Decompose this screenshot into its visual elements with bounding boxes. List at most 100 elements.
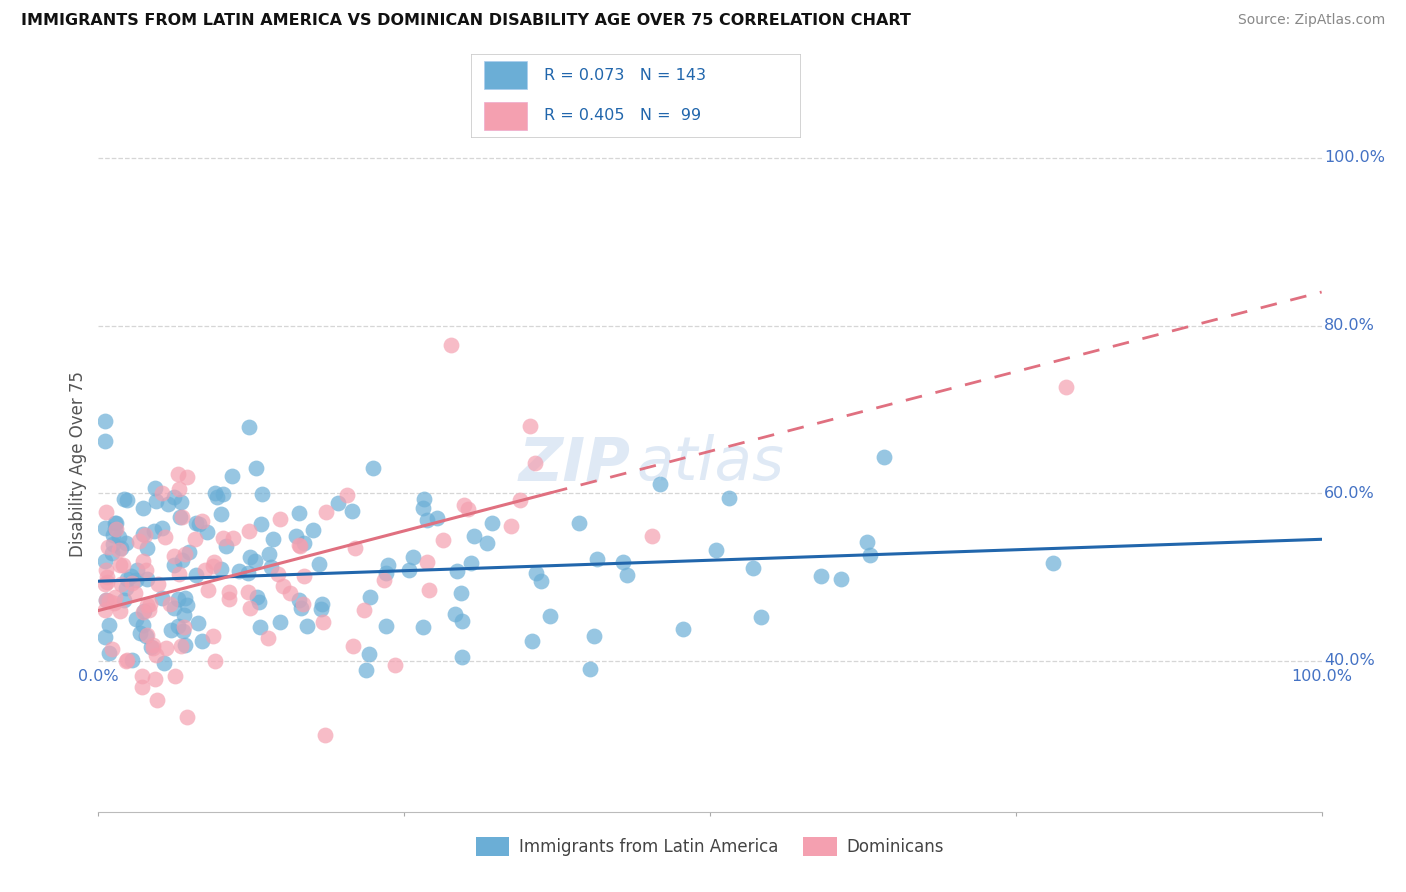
Point [114, 654, 136, 668]
Point [315, 505, 337, 519]
Point [153, 530, 176, 544]
Point [132, 605, 155, 619]
Point [174, 547, 197, 561]
Point [353, 603, 375, 617]
Point [162, 549, 184, 563]
Point [290, 601, 312, 615]
Point [243, 554, 266, 568]
Point [132, 527, 155, 541]
Point [97, 646, 120, 660]
Point [93, 413, 115, 427]
Point [93, 577, 115, 591]
Point [195, 525, 218, 540]
Point [412, 619, 434, 633]
Text: Source: ZipAtlas.com: Source: ZipAtlas.com [1237, 13, 1385, 28]
Point [167, 618, 190, 632]
Point [311, 597, 333, 611]
Point [451, 614, 474, 628]
Point [215, 539, 238, 553]
Point [170, 553, 193, 567]
Point [115, 572, 138, 586]
Point [135, 563, 157, 577]
Point [342, 504, 364, 518]
Point [453, 498, 475, 512]
Point [111, 558, 134, 572]
Point [155, 641, 177, 656]
Point [271, 579, 294, 593]
Point [278, 586, 301, 600]
Point [127, 562, 149, 576]
Point [288, 506, 311, 520]
Point [222, 531, 245, 545]
Point [354, 663, 377, 677]
Point [859, 548, 882, 562]
Y-axis label: Disability Age Over 75: Disability Age Over 75 [69, 371, 87, 557]
Point [145, 693, 167, 707]
Point [236, 585, 259, 599]
Text: 100.0%: 100.0% [1291, 669, 1353, 684]
Legend: Immigrants from Latin America, Dominicans: Immigrants from Latin America, Dominican… [470, 830, 950, 863]
Point [285, 529, 308, 543]
Point [308, 557, 330, 571]
Point [93, 554, 115, 568]
Point [135, 628, 157, 642]
Point [115, 493, 138, 508]
Point [256, 631, 278, 645]
Point [374, 566, 396, 581]
Point [363, 461, 385, 475]
Point [288, 538, 311, 552]
Point [108, 604, 131, 618]
Point [238, 420, 260, 434]
Point [163, 668, 186, 682]
Point [221, 469, 243, 483]
Point [184, 516, 207, 530]
Point [245, 460, 267, 475]
Point [342, 639, 364, 653]
Point [150, 521, 173, 535]
Point [260, 559, 283, 574]
Point [163, 558, 186, 572]
Point [249, 595, 271, 609]
Point [121, 576, 143, 591]
Bar [484, 102, 527, 130]
Point [191, 514, 214, 528]
Point [150, 485, 173, 500]
Point [96, 575, 118, 590]
Point [460, 556, 482, 570]
Point [238, 524, 260, 538]
Point [97, 540, 120, 554]
Point [218, 592, 240, 607]
Point [157, 497, 180, 511]
Point [104, 522, 127, 536]
Point [134, 527, 156, 541]
Point [269, 615, 291, 630]
Point [132, 604, 155, 618]
Point [142, 640, 165, 655]
Point [128, 626, 150, 640]
Point [336, 488, 359, 502]
Point [97, 593, 120, 607]
Point [138, 603, 160, 617]
Point [93, 630, 115, 644]
Point [440, 338, 463, 352]
Point [357, 648, 380, 662]
Point [1056, 380, 1078, 394]
Point [107, 542, 129, 557]
Point [291, 597, 314, 611]
Point [218, 584, 240, 599]
Point [97, 618, 120, 632]
Point [142, 524, 165, 538]
Point [112, 593, 135, 607]
Point [1042, 556, 1064, 570]
Point [145, 648, 167, 662]
Point [856, 534, 879, 549]
Point [125, 611, 148, 625]
Point [212, 487, 235, 501]
Point [184, 532, 207, 546]
Point [212, 531, 235, 545]
Point [173, 620, 195, 634]
Point [131, 618, 153, 632]
Point [616, 568, 638, 582]
Point [250, 517, 273, 532]
Point [444, 607, 467, 622]
